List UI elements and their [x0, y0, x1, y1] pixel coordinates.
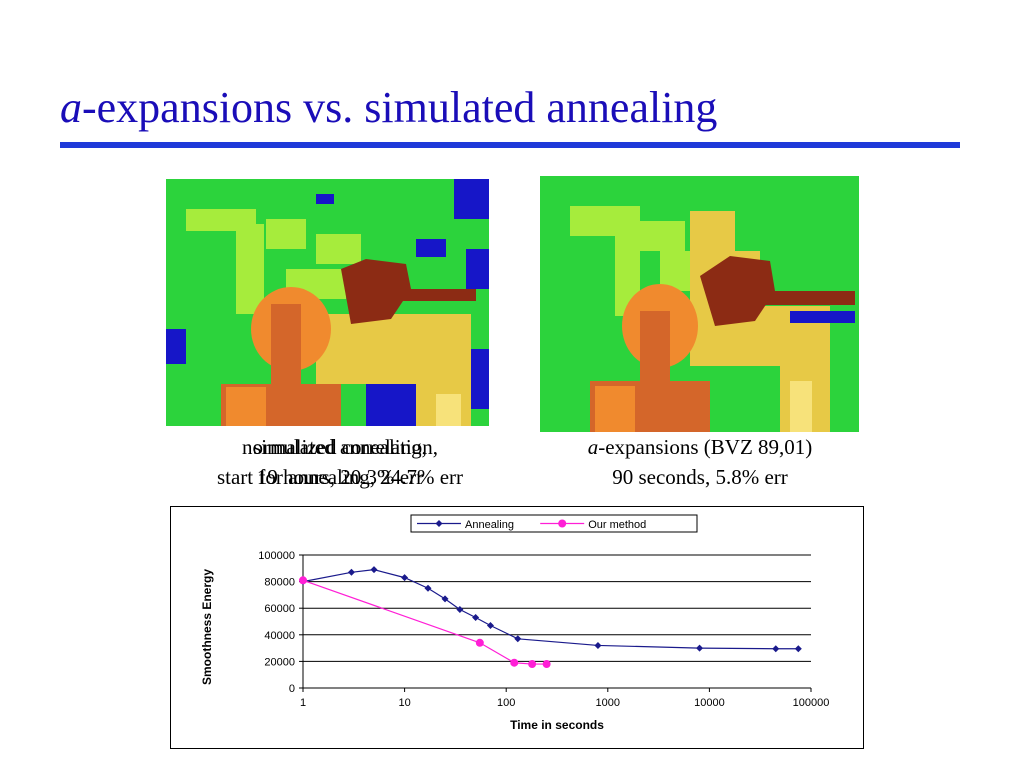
data-point-our-method — [475, 638, 484, 647]
series-line-our-method — [302, 579, 547, 665]
x-tick-label: 100 — [497, 697, 515, 709]
data-point-our-method — [510, 658, 519, 667]
annealing-depth-map-image — [166, 179, 489, 426]
title-text: -expansions vs. simulated annealing — [82, 83, 718, 132]
x-tick-label: 1 — [300, 697, 306, 709]
data-point-annealing — [441, 595, 449, 603]
legend-label: Our method — [588, 519, 646, 531]
y-tick-label: 80000 — [264, 577, 295, 589]
caption-right: a-expansions (BVZ 89,01) 90 seconds, 5.8… — [530, 432, 870, 492]
y-tick-label: 60000 — [264, 603, 295, 615]
expansion-depth-map-drawing — [540, 176, 859, 432]
annealing-depth-map-drawing — [166, 179, 489, 426]
data-point-annealing — [370, 566, 378, 574]
caption-right-line2: 90 seconds, 5.8% err — [612, 465, 788, 489]
legend-marker — [435, 520, 443, 527]
legend-label: Annealing — [465, 519, 514, 531]
y-tick-label: 20000 — [264, 656, 295, 668]
data-point-our-method — [528, 660, 537, 669]
title-italic-a: a — [60, 83, 82, 132]
data-point-annealing — [794, 645, 802, 653]
x-tick-label: 1000 — [596, 697, 620, 709]
y-tick-label: 40000 — [264, 630, 295, 642]
x-tick-label: 10000 — [694, 697, 725, 709]
data-point-annealing — [514, 635, 522, 643]
y-tick-label: 0 — [289, 683, 295, 695]
data-point-annealing — [347, 568, 355, 576]
legend-marker — [558, 519, 567, 528]
data-point-annealing — [401, 574, 409, 582]
expansion-depth-map-image — [540, 176, 859, 432]
data-point-annealing — [772, 645, 780, 653]
slide-title: a-expansions vs. simulated annealing — [60, 82, 717, 133]
y-axis-label: Smoothness Energy — [200, 569, 214, 685]
x-tick-label: 100000 — [793, 697, 830, 709]
caption-left-line2a: 19 hours, 20.3% err — [256, 465, 424, 489]
y-tick-label: 100000 — [258, 550, 295, 562]
caption-right-italic-a: a — [587, 435, 599, 459]
data-point-annealing — [424, 584, 432, 592]
x-tick-label: 10 — [398, 697, 410, 709]
caption-left-line1a: simulated annealing, — [253, 435, 427, 459]
data-point-annealing — [594, 641, 602, 649]
data-point-annealing — [456, 606, 464, 614]
energy-chart: 0 20000 40000 60000 80000 100000 1 10 100 1000 100… — [170, 506, 864, 749]
caption-left: simulated annealing, normalized correlat… — [170, 432, 510, 492]
caption-right-line1: -expansions (BVZ 89,01) — [598, 435, 813, 459]
caption-left-line1b: normalized correlation, — [242, 435, 438, 459]
data-point-annealing — [696, 644, 704, 652]
series-line-annealing — [302, 569, 799, 650]
energy-chart-svg: 0 20000 40000 60000 80000 100000 1 10 100 1000 100… — [200, 514, 830, 732]
caption-left-line2b: start for annealing, 24.7% err — [216, 465, 464, 489]
x-axis-label: Time in seconds — [510, 718, 604, 732]
title-underline — [60, 142, 960, 148]
data-point-annealing — [486, 621, 494, 629]
data-point-annealing — [472, 614, 480, 622]
data-point-our-method — [299, 576, 307, 585]
data-point-our-method — [542, 660, 551, 669]
